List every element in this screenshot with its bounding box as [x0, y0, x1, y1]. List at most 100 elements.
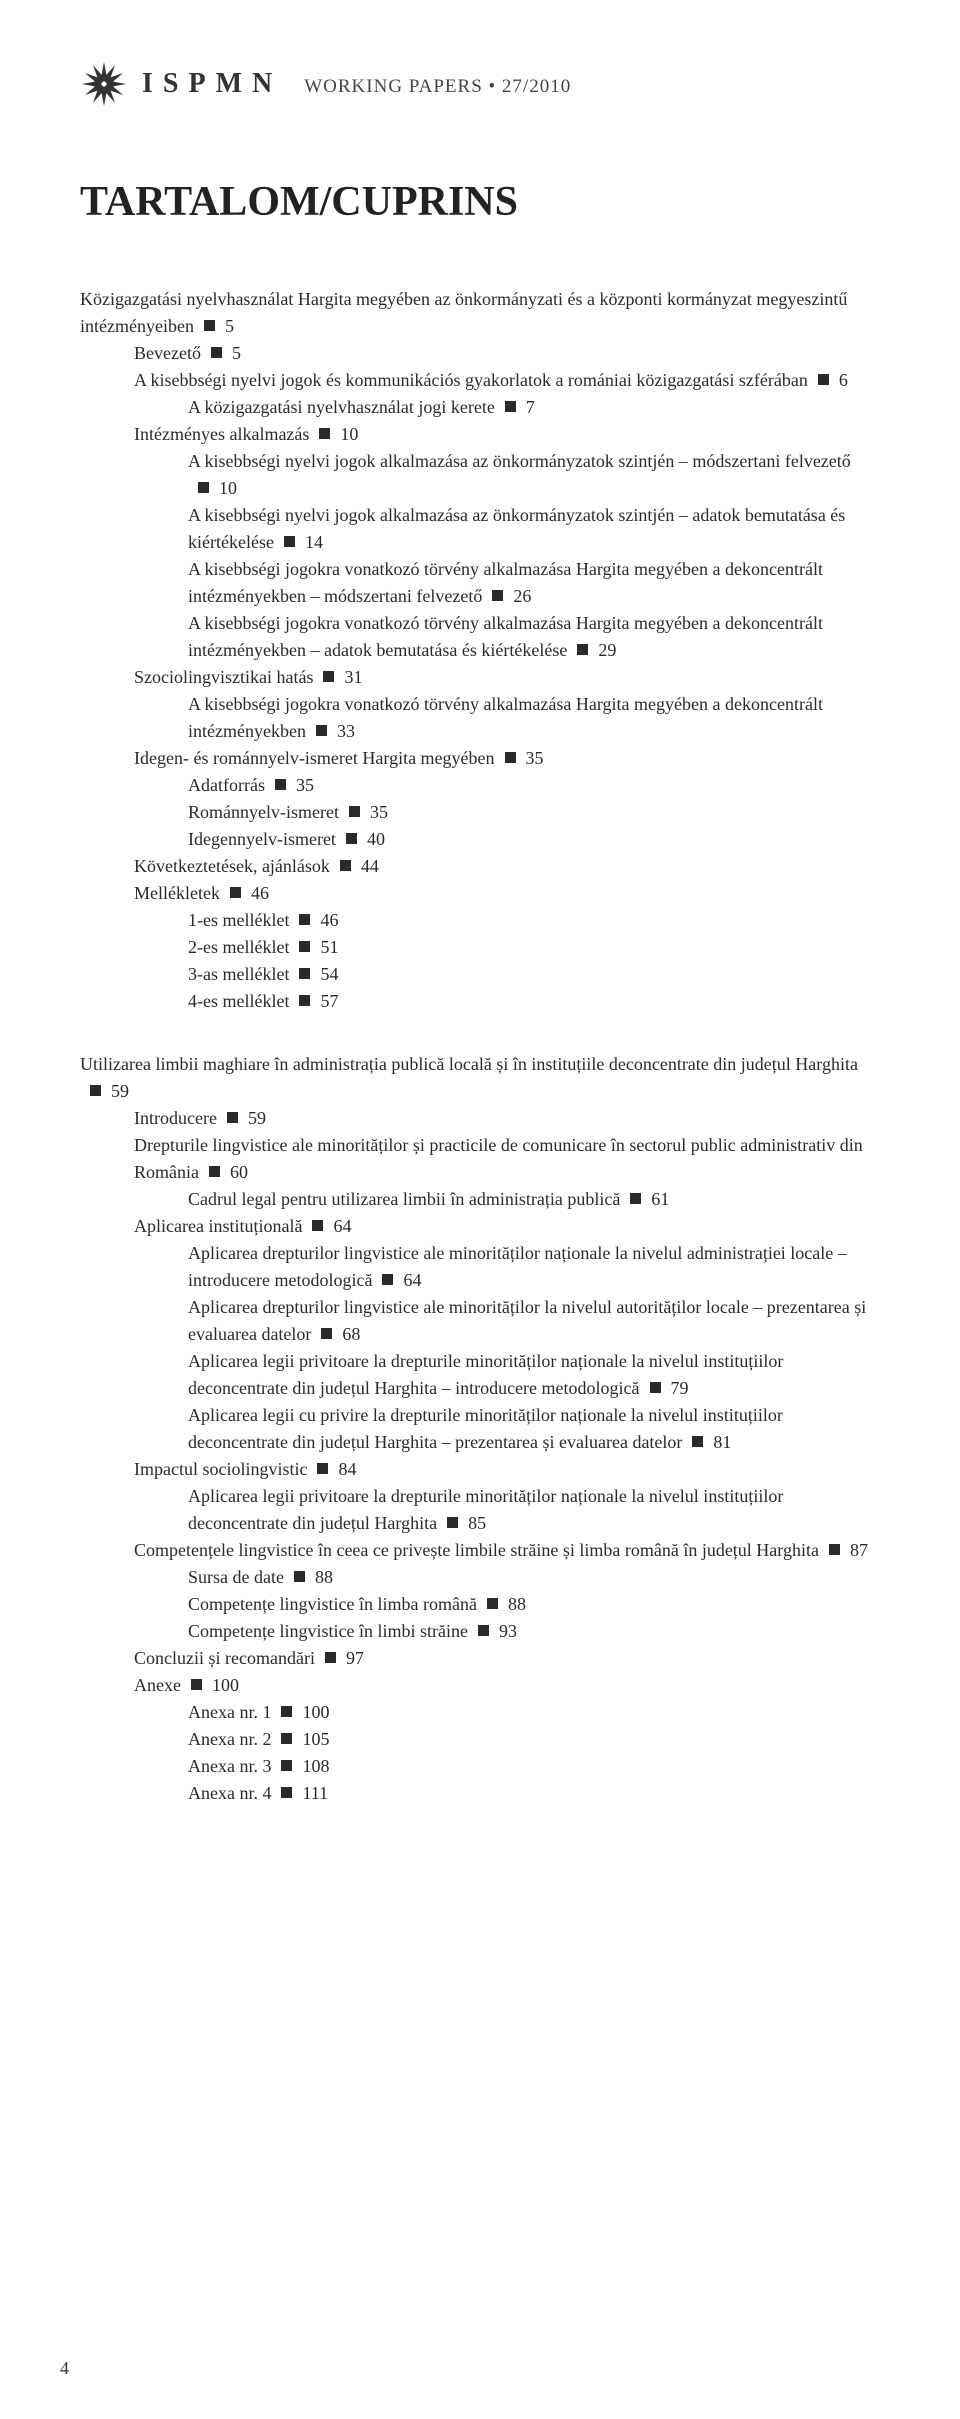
- toc-entry-page: 57: [320, 991, 338, 1011]
- toc-entry-page: 97: [346, 1648, 364, 1668]
- toc-entry: Következtetések, ajánlások44: [134, 853, 880, 880]
- toc-entry-page: 81: [713, 1432, 731, 1452]
- toc-entry: A kisebbségi nyelvi jogok alkalmazása az…: [188, 502, 880, 556]
- toc-entry: Impactul sociolingvistic84: [134, 1456, 880, 1483]
- toc-entry-page: 10: [219, 478, 237, 498]
- toc-entry: Bevezető5: [134, 340, 880, 367]
- square-bullet-icon: [478, 1625, 489, 1636]
- logo-icon: [80, 60, 128, 108]
- toc-entry-text: Idegennyelv-ismeret: [188, 829, 336, 849]
- toc-entry-page: 59: [248, 1108, 266, 1128]
- toc-entry: Anexa nr. 4111: [188, 1780, 880, 1807]
- toc-entry-page: 6: [839, 370, 848, 390]
- square-bullet-icon: [299, 914, 310, 925]
- square-bullet-icon: [299, 995, 310, 1006]
- toc-entry-text: Competențe lingvistice în limba română: [188, 1594, 477, 1614]
- square-bullet-icon: [312, 1220, 323, 1231]
- toc-entry: Románnyelv-ismeret35: [188, 799, 880, 826]
- toc-entry: Drepturile lingvistice ale minorităților…: [134, 1132, 880, 1186]
- page-title: TARTALOM/CUPRINS: [80, 178, 880, 226]
- toc-entry-text: A kisebbségi nyelvi jogok és kommunikáci…: [134, 370, 808, 390]
- toc-entry-page: 108: [302, 1756, 329, 1776]
- square-bullet-icon: [650, 1382, 661, 1393]
- toc-entry: Anexe 100: [134, 1672, 880, 1699]
- toc-entry: A közigazgatási nyelvhasználat jogi kere…: [188, 394, 880, 421]
- toc-entry-text: Cadrul legal pentru utilizarea limbii în…: [188, 1189, 620, 1209]
- toc-entry-page: 35: [296, 775, 314, 795]
- toc-entry-text: 2-es melléklet: [188, 937, 289, 957]
- toc-entry: Competențe lingvistice în limba română 88: [188, 1591, 880, 1618]
- toc-entry-page: 46: [320, 910, 338, 930]
- toc-entry-page: 88: [508, 1594, 526, 1614]
- toc-entry-text: Introducere: [134, 1108, 217, 1128]
- square-bullet-icon: [492, 590, 503, 601]
- toc-entry-text: Utilizarea limbii maghiare în administra…: [80, 1054, 858, 1074]
- toc-entry-text: Sursa de date: [188, 1567, 284, 1587]
- toc-entry: Competențe lingvistice în limbi străine9…: [188, 1618, 880, 1645]
- toc-entry-page: 40: [367, 829, 385, 849]
- toc-entry-text: 1-es melléklet: [188, 910, 289, 930]
- toc-entry-text: Aplicarea drepturilor lingvistice ale mi…: [188, 1297, 866, 1344]
- toc-entry: A kisebbségi nyelvi jogok alkalmazása az…: [188, 448, 880, 502]
- toc-entry-text: Következtetések, ajánlások: [134, 856, 330, 876]
- toc-entry: Sursa de date88: [188, 1564, 880, 1591]
- toc-entry-text: Anexa nr. 2: [188, 1729, 271, 1749]
- toc-entry-text: Competențe lingvistice în limbi străine: [188, 1621, 468, 1641]
- square-bullet-icon: [349, 806, 360, 817]
- toc-entry-text: Anexe: [134, 1675, 181, 1695]
- toc-entry-text: A kisebbségi jogokra vonatkozó törvény a…: [188, 613, 823, 660]
- toc-entry-text: Adatforrás: [188, 775, 265, 795]
- toc-entry-text: Aplicarea instituțională: [134, 1216, 302, 1236]
- toc-entry-page: 111: [302, 1783, 328, 1803]
- toc-entry: Közigazgatási nyelvhasználat Hargita meg…: [80, 286, 880, 340]
- toc-entry-page: 100: [212, 1675, 239, 1695]
- square-bullet-icon: [321, 1328, 332, 1339]
- toc-entry-text: A kisebbségi jogokra vonatkozó törvény a…: [188, 559, 823, 606]
- toc-entry-text: 3-as melléklet: [188, 964, 289, 984]
- square-bullet-icon: [294, 1571, 305, 1582]
- toc-entry-page: 64: [333, 1216, 351, 1236]
- toc-entry-page: 26: [513, 586, 531, 606]
- toc-entry-page: 87: [850, 1540, 868, 1560]
- toc-entry-text: Intézményes alkalmazás: [134, 424, 309, 444]
- toc-entry: Utilizarea limbii maghiare în administra…: [80, 1051, 880, 1105]
- toc-entry-text: Bevezető: [134, 343, 201, 363]
- square-bullet-icon: [692, 1436, 703, 1447]
- square-bullet-icon: [340, 860, 351, 871]
- toc-entry: Anexa nr. 2105: [188, 1726, 880, 1753]
- square-bullet-icon: [829, 1544, 840, 1555]
- toc-entry-text: Anexa nr. 3: [188, 1756, 271, 1776]
- toc-entry-text: Anexa nr. 1: [188, 1702, 271, 1722]
- square-bullet-icon: [281, 1787, 292, 1798]
- toc-entry: Aplicarea legii privitoare la drepturile…: [188, 1483, 880, 1537]
- square-bullet-icon: [325, 1652, 336, 1663]
- square-bullet-icon: [447, 1517, 458, 1528]
- square-bullet-icon: [577, 644, 588, 655]
- toc-entry: Szociolingvisztikai hatás31: [134, 664, 880, 691]
- toc-entry: Cadrul legal pentru utilizarea limbii în…: [188, 1186, 880, 1213]
- page-header: ISPMN WORKING PAPERS • 27/2010: [80, 60, 880, 108]
- square-bullet-icon: [346, 833, 357, 844]
- toc-entry-page: 59: [111, 1081, 129, 1101]
- toc-entry: Aplicarea drepturilor lingvistice ale mi…: [188, 1294, 880, 1348]
- toc-entry: Competențele lingvistice în ceea ce priv…: [134, 1537, 880, 1564]
- toc-entry-page: 35: [370, 802, 388, 822]
- toc-entry: Aplicarea drepturilor lingvistice ale mi…: [188, 1240, 880, 1294]
- header-text: ISPMN WORKING PAPERS • 27/2010: [142, 68, 571, 100]
- square-bullet-icon: [230, 887, 241, 898]
- toc-entry-text: Közigazgatási nyelvhasználat Hargita meg…: [80, 289, 847, 336]
- toc-entry: Idegen- és románnyelv-ismeret Hargita me…: [134, 745, 880, 772]
- toc-entry-text: Concluzii și recomandări: [134, 1648, 315, 1668]
- square-bullet-icon: [284, 536, 295, 547]
- square-bullet-icon: [299, 968, 310, 979]
- square-bullet-icon: [818, 374, 829, 385]
- toc-entry: 2-es melléklet51: [188, 934, 880, 961]
- header-subtitle: WORKING PAPERS • 27/2010: [304, 76, 571, 98]
- toc-entry-text: Impactul sociolingvistic: [134, 1459, 307, 1479]
- toc-entry-page: 85: [468, 1513, 486, 1533]
- page-number: 4: [60, 2358, 69, 2379]
- toc-entry-text: Idegen- és románnyelv-ismeret Hargita me…: [134, 748, 495, 768]
- toc-entry: 3-as melléklet54: [188, 961, 880, 988]
- toc-entry-page: 31: [344, 667, 362, 687]
- toc-entry: Mellékletek46: [134, 880, 880, 907]
